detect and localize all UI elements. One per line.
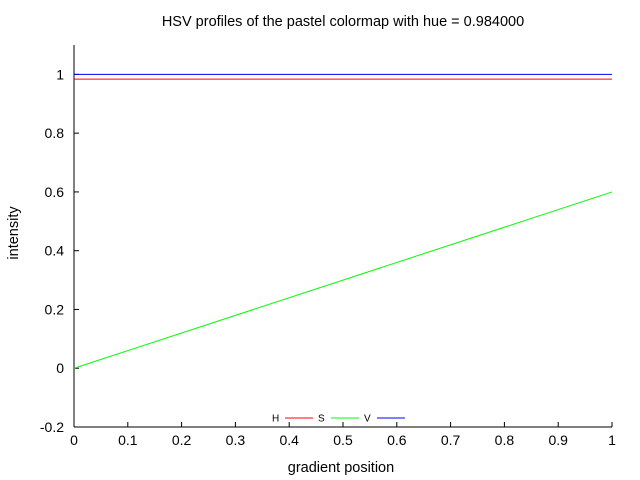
x-tick-label: 0.5 [333, 432, 353, 448]
axes: 0 0.1 0.2 0.3 0.4 0.5 0.6 0.7 0.8 0.9 1 -0.2 0 0.2 0.4… [40, 45, 616, 448]
x-tick-label: 0.2 [172, 432, 192, 448]
x-tick-label: 1 [608, 432, 616, 448]
y-tick-label: 1 [56, 66, 64, 82]
x-tick-label: 0.8 [495, 432, 515, 448]
y-tick-label: 0 [56, 360, 64, 376]
x-tick-label: 0.7 [441, 432, 461, 448]
series-layer [73, 73, 613, 369]
legend-label-v: V [364, 414, 371, 425]
x-tick-label: 0.4 [279, 432, 299, 448]
x-tick-label: 0.9 [548, 432, 568, 448]
x-tick-label: 0.3 [226, 432, 246, 448]
x-axis-label: gradient position [288, 460, 394, 476]
y-tick-label: 0.4 [45, 243, 65, 259]
y-tick-label: 0.6 [45, 184, 65, 200]
legend-label-s: S [318, 414, 325, 425]
x-tick-label: 0.1 [118, 432, 138, 448]
x-tick-label: 0 [70, 432, 78, 448]
y-tick-label: 0.2 [45, 301, 65, 317]
series-line-s [73, 191, 613, 369]
y-axis-label: intensity [6, 206, 22, 260]
y-tick-label: -0.2 [40, 419, 64, 435]
legend-label-h: H [272, 414, 279, 425]
chart-title: HSV profiles of the pastel colormap with… [162, 14, 524, 30]
x-tick-label: 0.6 [387, 432, 407, 448]
y-tick-label: 0.8 [45, 125, 65, 141]
